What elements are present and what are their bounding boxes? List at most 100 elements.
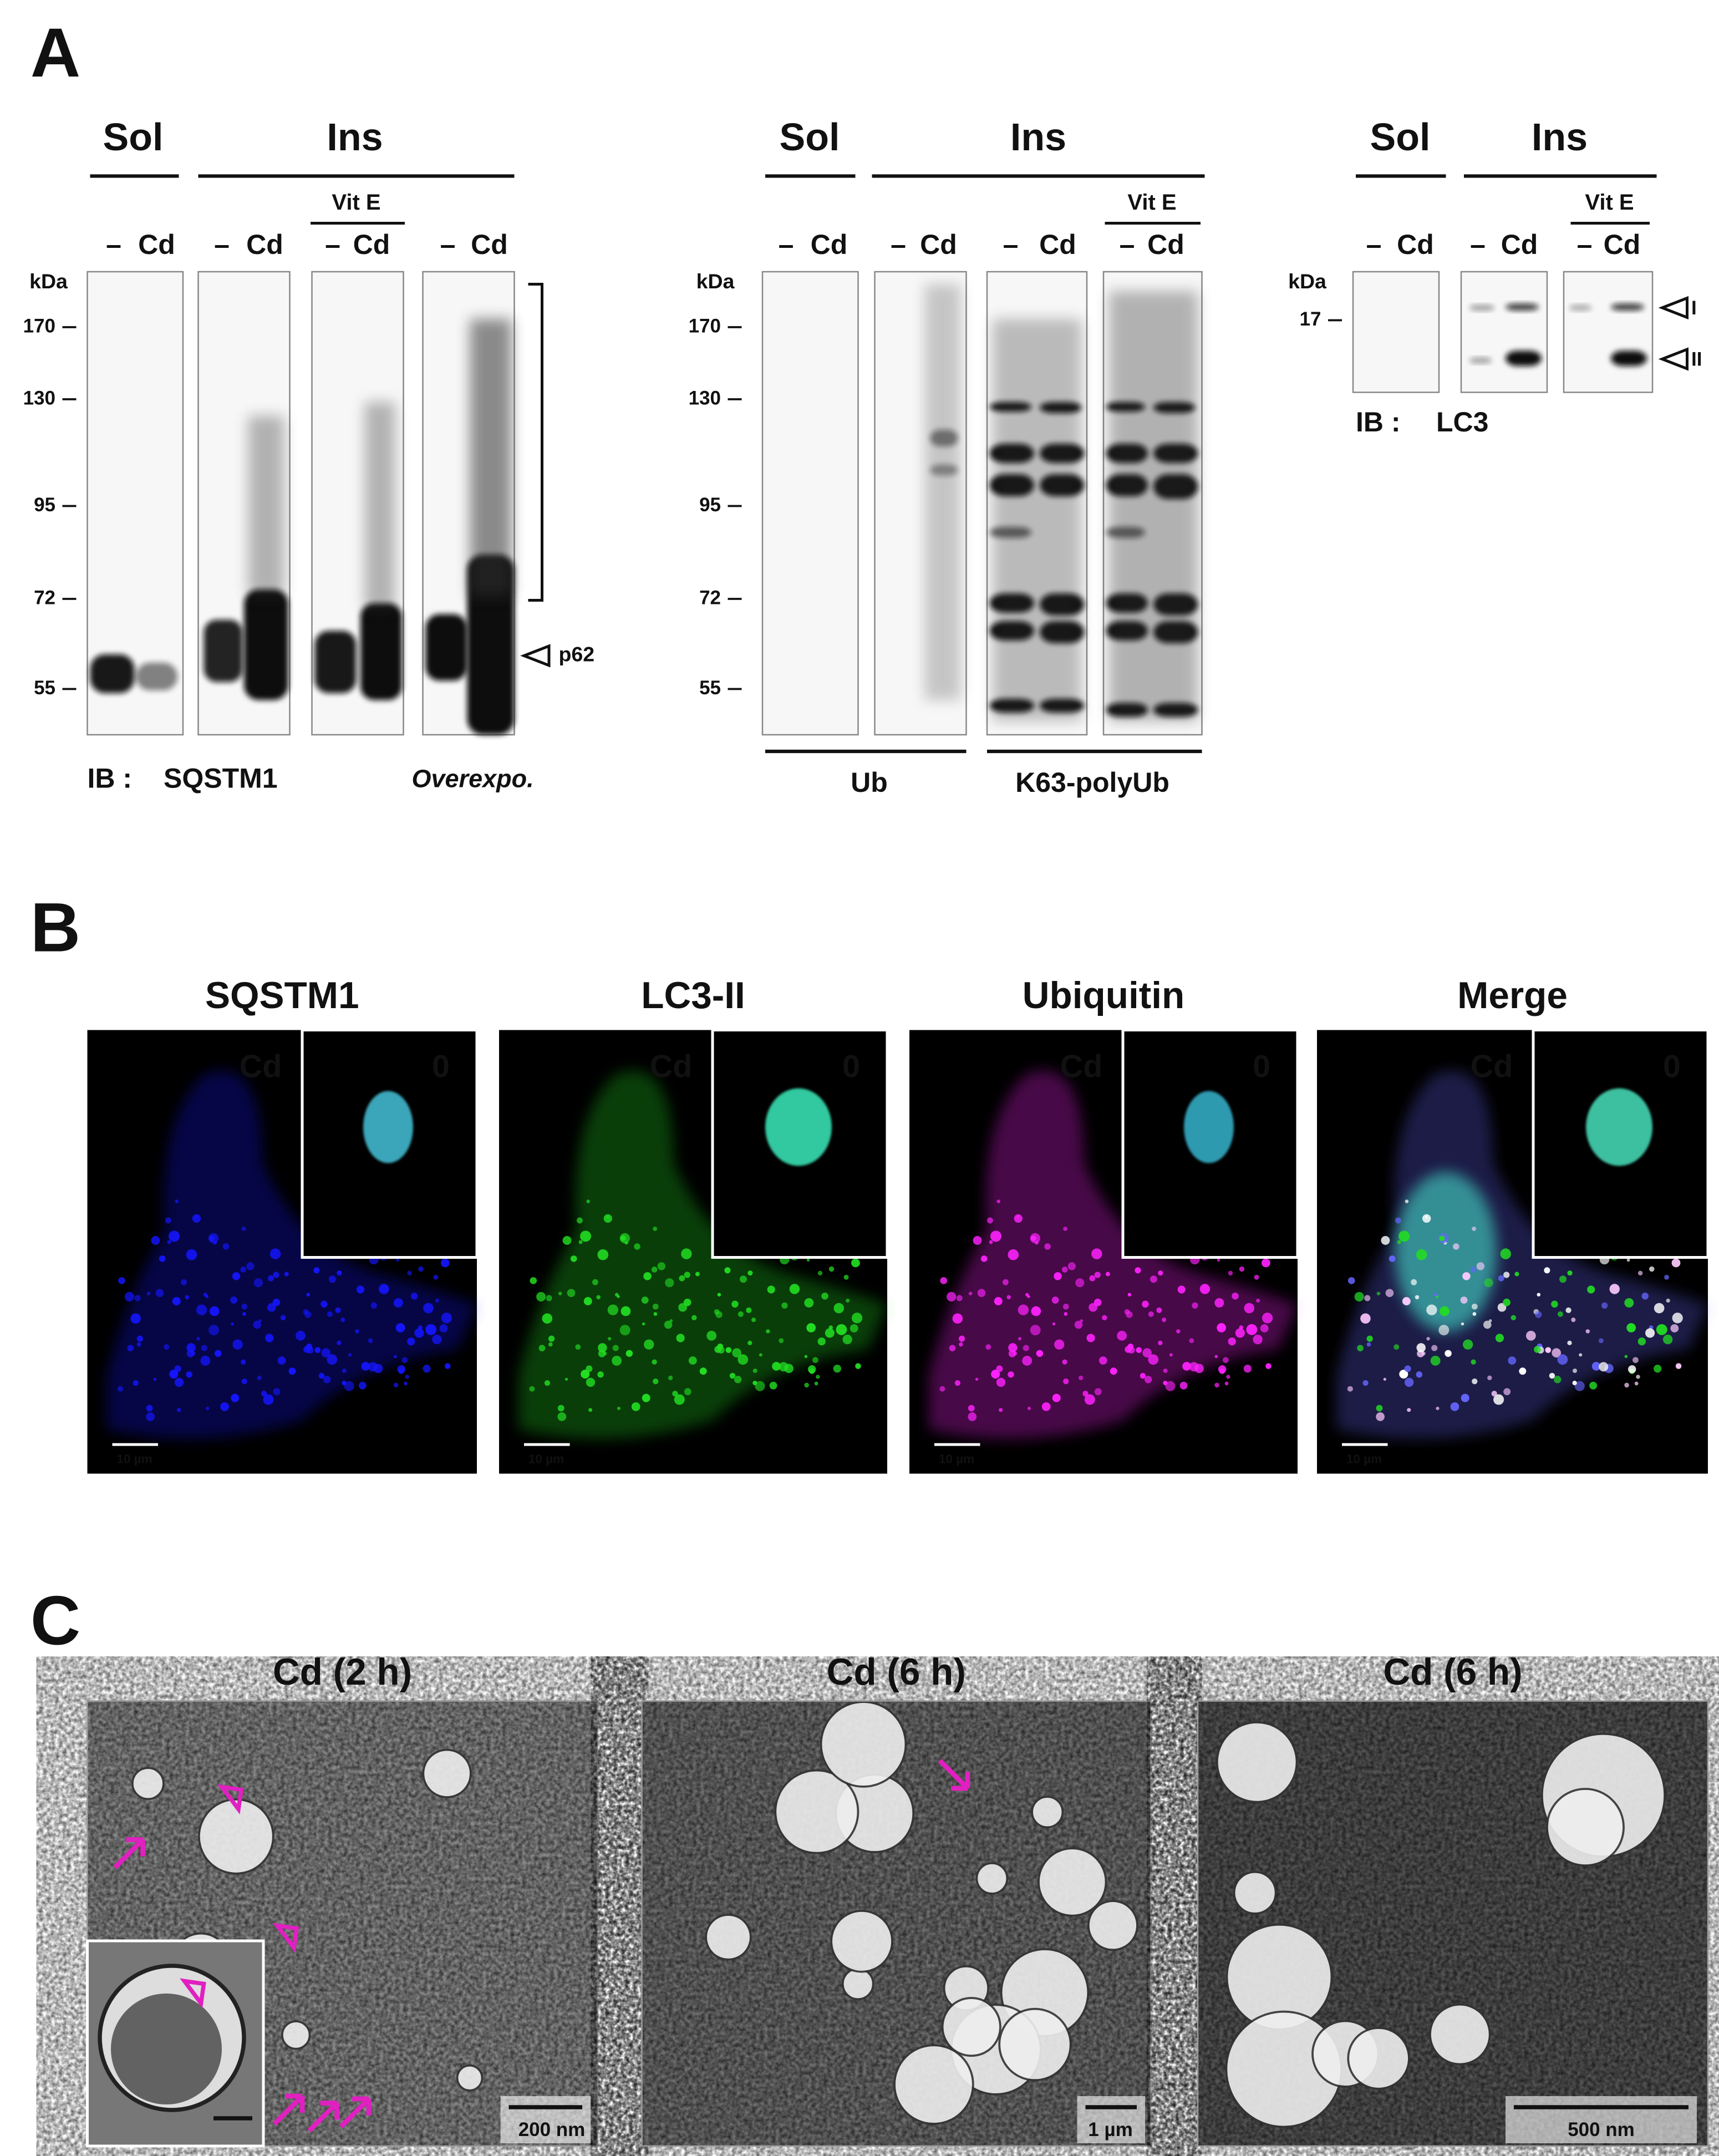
puncta <box>596 1295 601 1300</box>
puncta <box>804 1355 808 1359</box>
vesicle <box>830 1910 893 1973</box>
puncta <box>1654 1364 1662 1373</box>
puncta <box>580 1230 592 1242</box>
treatment-label: Cd <box>1471 1049 1513 1085</box>
puncta <box>1002 1279 1009 1285</box>
puncta <box>1062 1359 1067 1365</box>
puncta <box>536 1291 546 1302</box>
scale-bg <box>1077 2096 1145 2143</box>
puncta <box>257 1375 262 1380</box>
puncta <box>1404 1365 1411 1372</box>
inset-nucleus <box>765 1088 832 1166</box>
puncta <box>653 1378 659 1385</box>
puncta <box>1036 1350 1044 1357</box>
band <box>244 589 288 700</box>
puncta <box>729 1372 736 1379</box>
puncta <box>1022 1355 1033 1366</box>
puncta <box>825 1328 835 1338</box>
puncta <box>1256 1298 1260 1303</box>
vesicle <box>941 1997 1001 2057</box>
blot-lane <box>1460 271 1548 393</box>
puncta <box>581 1370 590 1379</box>
puncta <box>342 1368 347 1373</box>
channel-title: SQSTM1 <box>205 975 359 1016</box>
puncta <box>1044 1243 1051 1250</box>
arrowhead <box>520 644 551 668</box>
puncta <box>1062 1303 1069 1310</box>
puncta <box>1262 1313 1273 1324</box>
puncta <box>564 1377 568 1381</box>
mw-marker: 170 <box>23 315 55 337</box>
puncta <box>196 1304 207 1315</box>
puncta <box>851 1313 863 1324</box>
smear <box>470 319 512 596</box>
puncta <box>268 1275 274 1282</box>
puncta <box>1366 1335 1373 1342</box>
puncta <box>396 1258 399 1262</box>
puncta <box>1450 1402 1459 1411</box>
puncta <box>1488 1319 1492 1323</box>
band <box>1611 350 1647 367</box>
puncta <box>368 1362 378 1372</box>
puncta <box>1519 1367 1527 1375</box>
lane-label: – <box>440 229 456 260</box>
puncta <box>779 1362 789 1372</box>
inset-nucleus <box>1586 1088 1652 1166</box>
puncta <box>175 1199 179 1203</box>
puncta <box>1598 1338 1604 1344</box>
inset-label: 0 <box>1663 1049 1681 1085</box>
puncta <box>169 1230 180 1242</box>
puncta <box>779 1338 784 1344</box>
band <box>136 663 177 690</box>
puncta <box>1135 1267 1141 1274</box>
puncta <box>410 1293 418 1300</box>
puncta <box>620 1235 626 1242</box>
puncta <box>781 1302 788 1309</box>
puncta <box>337 1340 342 1345</box>
puncta <box>206 1406 210 1410</box>
puncta <box>169 1370 179 1379</box>
puncta <box>1023 1345 1029 1351</box>
lane-bg <box>1352 271 1440 393</box>
puncta <box>1445 1350 1452 1357</box>
puncta <box>1503 1298 1511 1306</box>
puncta <box>1265 1363 1272 1369</box>
puncta <box>1572 1380 1577 1386</box>
puncta <box>1503 1388 1511 1396</box>
puncta <box>575 1344 581 1350</box>
puncta <box>1094 1388 1102 1396</box>
puncta <box>407 1337 415 1346</box>
puncta <box>222 1243 230 1250</box>
arrowhead <box>1658 347 1689 371</box>
channel-title: Merge <box>1457 975 1568 1016</box>
lane-bg <box>1460 271 1548 393</box>
puncta <box>1381 1235 1390 1245</box>
puncta <box>850 1324 858 1333</box>
puncta <box>985 1344 991 1350</box>
puncta <box>1641 1293 1649 1300</box>
condition-title: Cd (6 h) <box>827 1651 966 1693</box>
puncta <box>1426 1337 1430 1341</box>
puncta <box>664 1320 673 1329</box>
puncta <box>1364 1295 1371 1301</box>
puncta <box>586 1199 590 1203</box>
puncta <box>1585 1329 1590 1334</box>
vesicle <box>1546 1788 1625 1867</box>
puncta <box>1228 1337 1236 1346</box>
vesicle <box>820 1701 907 1788</box>
blot-lane <box>1352 271 1440 393</box>
cell-body <box>929 1070 1298 1439</box>
puncta <box>1089 1303 1097 1312</box>
puncta <box>1218 1365 1227 1374</box>
mw-marker: 170 <box>689 315 721 337</box>
puncta <box>401 1357 408 1363</box>
puncta <box>1422 1214 1431 1223</box>
puncta <box>1385 1289 1394 1298</box>
puncta <box>603 1214 612 1223</box>
puncta <box>181 1279 187 1285</box>
puncta <box>1471 1303 1478 1310</box>
puncta <box>1260 1324 1269 1333</box>
lane-label: – <box>214 229 230 260</box>
puncta <box>608 1337 612 1341</box>
puncta <box>1662 1334 1673 1345</box>
